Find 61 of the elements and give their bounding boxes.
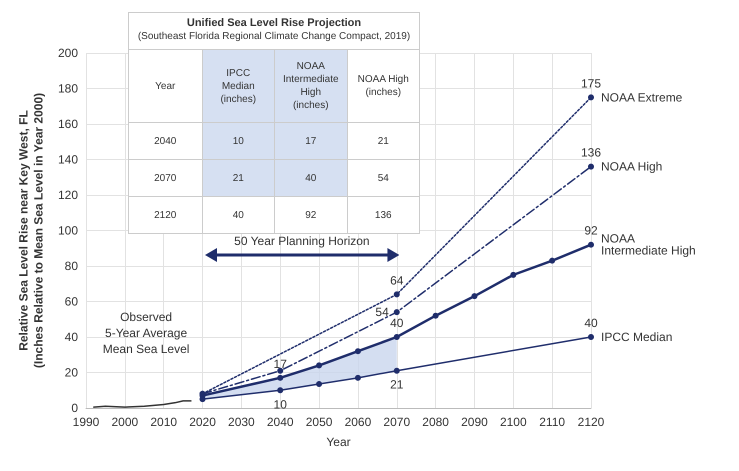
data-label: 21 xyxy=(390,378,404,392)
y-tick-label: 20 xyxy=(64,366,78,380)
y-tick-label: 80 xyxy=(64,259,78,273)
annotation: 2040 xyxy=(129,122,202,159)
series-label: NOAA High xyxy=(601,160,662,174)
data-label: 40 xyxy=(584,316,598,330)
series-label: IPCC Median xyxy=(601,330,672,344)
x-tick-label: 2110 xyxy=(539,415,566,429)
annotation: 50 Year Planning Horizon xyxy=(233,234,371,248)
data-label: 175 xyxy=(580,76,602,90)
annotation: 21 xyxy=(346,122,419,159)
x-tick-label: 2090 xyxy=(461,415,488,429)
chart-subtitle: (Southeast Florida Regional Climate Change Compact, 2019) xyxy=(136,30,412,44)
x-tick-label: 2050 xyxy=(306,415,333,429)
annotation: NOAA High (inches) xyxy=(346,49,419,122)
data-label: 40 xyxy=(390,316,404,330)
x-axis-title: Year xyxy=(326,435,351,449)
x-tick-label: 2020 xyxy=(189,415,216,429)
annotation: 21 xyxy=(202,159,274,196)
annotation: 92 xyxy=(274,196,346,233)
x-tick-label: 2000 xyxy=(111,415,139,429)
y-tick-label: 140 xyxy=(58,152,78,166)
x-tick-label: 2120 xyxy=(578,415,605,429)
data-label: 64 xyxy=(390,273,404,288)
annotation: Year xyxy=(129,49,202,122)
data-label: 92 xyxy=(584,224,598,238)
annotation: NOAA Intermediate High (inches) xyxy=(274,49,346,122)
series-label: NOAA Extreme xyxy=(601,90,683,104)
y-tick-label: 60 xyxy=(64,294,78,308)
annotation: 136 xyxy=(346,196,419,233)
annotation: 10 xyxy=(202,122,274,159)
x-tick-label: 2080 xyxy=(422,415,450,429)
data-label: 136 xyxy=(580,146,602,160)
x-tick-label: 2060 xyxy=(344,415,372,429)
data-label: 54 xyxy=(375,305,390,320)
annotation: 2070 xyxy=(129,159,202,196)
x-tick-label: 2040 xyxy=(266,415,294,429)
x-tick-label: 2030 xyxy=(228,415,256,429)
x-tick-label: 2010 xyxy=(150,415,178,429)
data-label: 17 xyxy=(274,356,288,371)
annotation: 40 xyxy=(274,159,346,196)
series-label: NOAA Intermediate High xyxy=(601,232,696,258)
y-tick-label: 40 xyxy=(64,330,78,344)
annotation: IPCC Median (inches) xyxy=(202,49,274,122)
y-axis-title: Relative Sea Level Rise near Key West, FL (Inches Relative to Mean Sea Level in Year 2000) xyxy=(16,92,46,368)
annotation: 40 xyxy=(202,196,274,233)
y-tick-label: 0 xyxy=(71,401,78,415)
annotation: Observed 5-Year Average Mean Sea Level xyxy=(102,308,190,357)
x-tick-label: 2100 xyxy=(500,415,527,429)
annotation: 54 xyxy=(346,159,419,196)
y-tick-label: 160 xyxy=(58,117,78,131)
chart-title: Unified Sea Level Rise Projection xyxy=(186,16,362,30)
y-tick-label: 120 xyxy=(58,188,78,202)
x-tick-label: 1990 xyxy=(72,415,100,429)
x-tick-label: 2070 xyxy=(383,415,410,429)
y-tick-label: 100 xyxy=(58,224,78,238)
annotation: 2120 xyxy=(129,196,202,233)
data-label: 10 xyxy=(274,397,288,412)
annotation: 17 xyxy=(274,122,346,159)
y-tick-label: 200 xyxy=(58,46,78,60)
y-tick-label: 180 xyxy=(58,82,78,96)
